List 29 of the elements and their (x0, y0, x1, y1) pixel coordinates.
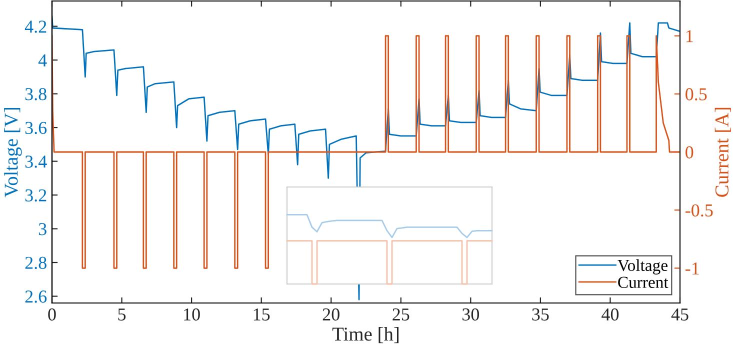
y2-tick-label: -1 (686, 262, 699, 274)
legend-label: Voltage (618, 259, 668, 274)
x-tick-label: 20 (322, 308, 340, 321)
x-tick-label: 5 (118, 308, 126, 321)
y2-tick-label: 0.5 (686, 88, 707, 100)
y-axis-title: Voltage [V] (4, 108, 22, 198)
x-tick-label: 30 (462, 308, 480, 321)
x-tick-label: 40 (602, 308, 619, 321)
y2-axis-title: Current [A] (714, 108, 731, 197)
y-tick-label: 3.6 (25, 122, 47, 134)
y-tick-label: 3.4 (25, 156, 47, 168)
y-tick-label: 2.8 (25, 256, 46, 270)
y-tick-label: 4 (38, 54, 47, 66)
x-tick-label: 0 (48, 308, 56, 321)
y2-tick-label: -0.5 (686, 204, 713, 217)
x-tick-label: 25 (392, 308, 410, 321)
x-tick-label: 45 (671, 308, 688, 321)
y-tick-label: 4.2 (24, 20, 46, 33)
y2-tick-label: 0 (686, 146, 694, 158)
x-axis-title: Time [h] (332, 327, 398, 344)
y-tick-label: 3.8 (25, 88, 46, 100)
x-tick-label: 35 (532, 308, 549, 321)
y2-tick-label: 1 (686, 30, 693, 42)
x-tick-label: 15 (254, 308, 270, 321)
x-tick-label: 10 (184, 308, 200, 321)
y-tick-label: 3 (38, 223, 46, 236)
y-tick-label: 2.6 (25, 290, 47, 303)
legend-label: Current (618, 276, 668, 288)
y-tick-label: 3.2 (25, 189, 46, 202)
